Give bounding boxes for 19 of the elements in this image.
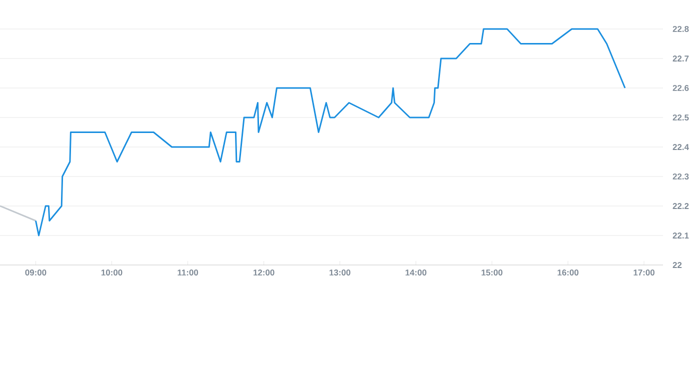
- x-tick-label: 15:00: [482, 270, 502, 276]
- x-tick-label: 17:00: [634, 270, 654, 276]
- x-tick-label: 13:00: [330, 270, 350, 276]
- x-tick-label: 10:00: [101, 270, 122, 276]
- x-tick-label: 09:00: [25, 270, 46, 276]
- x-tick-label: 11:00: [178, 270, 198, 276]
- x-tick-label: 16:00: [558, 270, 578, 276]
- y-tick-label: 22.5: [672, 114, 689, 120]
- x-tick-label: 12:00: [254, 270, 274, 276]
- y-tick-label: 22.3: [672, 174, 689, 180]
- y-tick-label: 22: [672, 262, 682, 268]
- line-series: [34, 28, 626, 236]
- y-tick-label: 22.4: [672, 144, 689, 150]
- y-tick-label: 22.6: [672, 85, 689, 91]
- y-tick-label: 22.2: [672, 203, 689, 209]
- y-tick-label: 22.7: [672, 56, 689, 62]
- y-tick-label: 22.8: [672, 26, 689, 32]
- x-tick-label: 14:00: [406, 270, 426, 276]
- y-tick-label: 22.1: [672, 232, 689, 238]
